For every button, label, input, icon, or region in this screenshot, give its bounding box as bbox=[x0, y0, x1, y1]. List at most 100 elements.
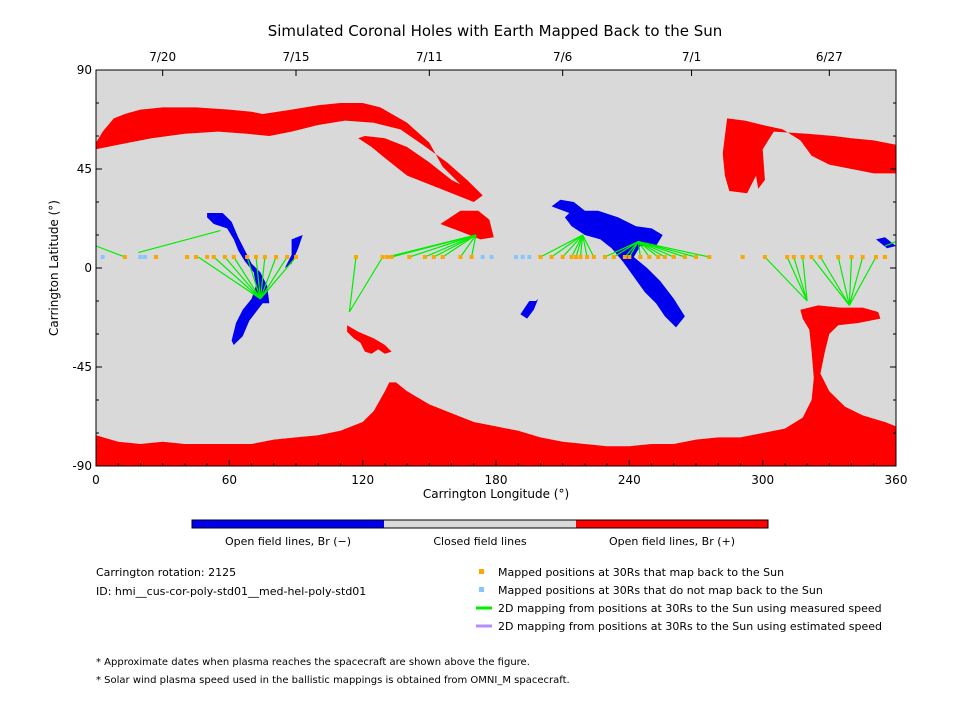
mapping-line bbox=[197, 256, 261, 300]
unmapped-point bbox=[138, 255, 143, 259]
mapping-line bbox=[224, 256, 261, 300]
unmapped-point bbox=[520, 255, 525, 259]
mapping-line bbox=[848, 256, 877, 306]
mapping-line bbox=[409, 234, 477, 258]
mapping-line bbox=[391, 234, 477, 258]
mapped-point bbox=[205, 255, 210, 259]
mapping-line bbox=[582, 234, 595, 258]
unmapped-point bbox=[480, 255, 485, 259]
y-tick-label: 0 bbox=[84, 261, 92, 275]
colorbar-positive bbox=[576, 520, 768, 528]
mapping-line bbox=[259, 256, 288, 300]
mapping-line bbox=[637, 241, 650, 258]
mapped-point bbox=[245, 255, 250, 259]
mapping-line bbox=[628, 241, 639, 258]
mapping-line bbox=[246, 256, 262, 299]
mapped-point bbox=[638, 255, 643, 259]
top-date-label: 7/15 bbox=[283, 50, 310, 64]
mapped-point bbox=[836, 255, 841, 259]
mapped-point bbox=[694, 255, 698, 259]
mapped-point bbox=[682, 255, 687, 259]
x-axis-label: Carrington Longitude (°) bbox=[423, 487, 569, 501]
y-tick-label: -90 bbox=[72, 459, 92, 473]
mapped-point bbox=[740, 255, 745, 259]
mapping-line bbox=[638, 241, 710, 258]
mapped-point bbox=[602, 255, 607, 259]
mapping-line bbox=[884, 241, 897, 247]
axes: 0 60 120 180 240 300 360 90 45 0 -45 -90 7/20 7/15 7/1… bbox=[72, 50, 907, 487]
mapping-line bbox=[837, 256, 850, 306]
mapped-point bbox=[560, 255, 565, 259]
mapped-point bbox=[122, 255, 127, 259]
legend-mapped-marker bbox=[479, 569, 484, 574]
mapped-point bbox=[254, 255, 258, 259]
mapped-point bbox=[231, 255, 236, 259]
mapped-point bbox=[874, 255, 878, 259]
x-tick-label: 360 bbox=[885, 473, 908, 487]
mapped-point bbox=[707, 255, 712, 259]
unmapped-point bbox=[142, 255, 147, 259]
mapping-line bbox=[95, 245, 126, 258]
x-tick-label: 240 bbox=[618, 473, 641, 487]
legend: Mapped positions at 30Rs that map back t… bbox=[476, 566, 882, 633]
coronal-hole-negative-8 bbox=[551, 199, 685, 328]
colorbar-positive-label: Open field lines, Br (+) bbox=[609, 535, 735, 548]
y-axis-label: Carrington Latitude (°) bbox=[47, 200, 61, 336]
mapping-line bbox=[811, 256, 850, 306]
unmapped-point bbox=[100, 255, 105, 259]
mapping-line bbox=[470, 234, 477, 258]
legend-mapped-label: Mapped positions at 30Rs that map back t… bbox=[498, 566, 784, 579]
mapping-line bbox=[459, 234, 477, 258]
mapping-line bbox=[579, 234, 584, 258]
mapped-point bbox=[809, 255, 814, 259]
mapped-point bbox=[211, 255, 216, 259]
coronal-hole-positive-2 bbox=[347, 325, 392, 354]
coronal-hole-negative-5 bbox=[207, 213, 270, 345]
mapping-line bbox=[424, 234, 477, 258]
mapped-point bbox=[380, 255, 385, 259]
mapping-line bbox=[613, 241, 639, 258]
mapping-line bbox=[348, 256, 384, 313]
mapped-point bbox=[791, 255, 796, 259]
legend-measured-label: 2D mapping from positions at 30Rs to the… bbox=[498, 602, 882, 615]
mapping-line bbox=[255, 256, 262, 299]
top-date-label: 6/27 bbox=[816, 50, 843, 64]
mapping-line bbox=[551, 234, 584, 258]
x-tick-label: 300 bbox=[751, 473, 774, 487]
mapped-point bbox=[818, 255, 823, 259]
coronal-hole-negative-7 bbox=[520, 298, 539, 319]
colorbar-closed bbox=[384, 520, 576, 528]
coronal-hole-negative-9 bbox=[876, 237, 896, 249]
y-tick-label: 90 bbox=[77, 63, 92, 77]
mapping-line bbox=[259, 256, 266, 299]
mapping-line bbox=[540, 234, 583, 258]
top-date-label: 7/1 bbox=[682, 50, 701, 64]
mapped-point bbox=[578, 255, 583, 259]
mapped-point bbox=[591, 255, 596, 259]
mapping-line bbox=[604, 241, 639, 258]
mapping-line bbox=[786, 256, 808, 302]
mapping-line bbox=[562, 234, 584, 258]
coronal-hole-positive-4 bbox=[96, 305, 896, 466]
mapped-point bbox=[574, 255, 578, 259]
mapped-point bbox=[538, 255, 543, 259]
legend-not-mapped-label: Mapped positions at 30Rs that do not map… bbox=[498, 584, 823, 597]
mapped-point bbox=[671, 255, 676, 259]
mapped-point bbox=[354, 255, 358, 259]
mapped-point bbox=[431, 255, 436, 259]
mapped-point bbox=[611, 255, 616, 259]
colorbar-negative bbox=[192, 520, 384, 528]
mapping-line bbox=[575, 234, 584, 258]
mapped-point bbox=[662, 255, 667, 259]
mapped-point bbox=[569, 255, 574, 259]
mapped-point bbox=[458, 255, 463, 259]
mapping-line bbox=[582, 234, 588, 258]
note-speed: * Solar wind plasma speed used in the ba… bbox=[96, 675, 570, 686]
mapping-line bbox=[624, 241, 639, 258]
legend-not-mapped-marker bbox=[479, 587, 484, 592]
colorbar-closed-label: Closed field lines bbox=[433, 535, 527, 548]
top-date-label: 7/11 bbox=[416, 50, 443, 64]
mapped-point bbox=[262, 255, 267, 259]
mapped-point bbox=[469, 255, 474, 259]
